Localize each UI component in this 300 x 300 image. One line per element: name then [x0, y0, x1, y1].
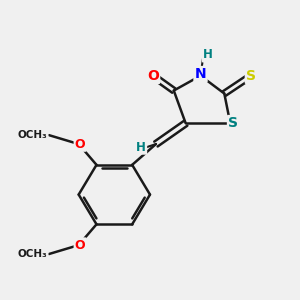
Text: H: H: [136, 140, 146, 154]
Text: O: O: [75, 238, 86, 252]
Text: S: S: [246, 69, 256, 83]
Text: OCH₃: OCH₃: [18, 249, 47, 259]
Text: O: O: [147, 69, 159, 83]
Text: H: H: [203, 48, 213, 62]
Text: N: N: [195, 67, 206, 81]
Text: O: O: [75, 138, 86, 151]
Text: OCH₃: OCH₃: [18, 130, 47, 140]
Text: S: S: [228, 116, 238, 130]
